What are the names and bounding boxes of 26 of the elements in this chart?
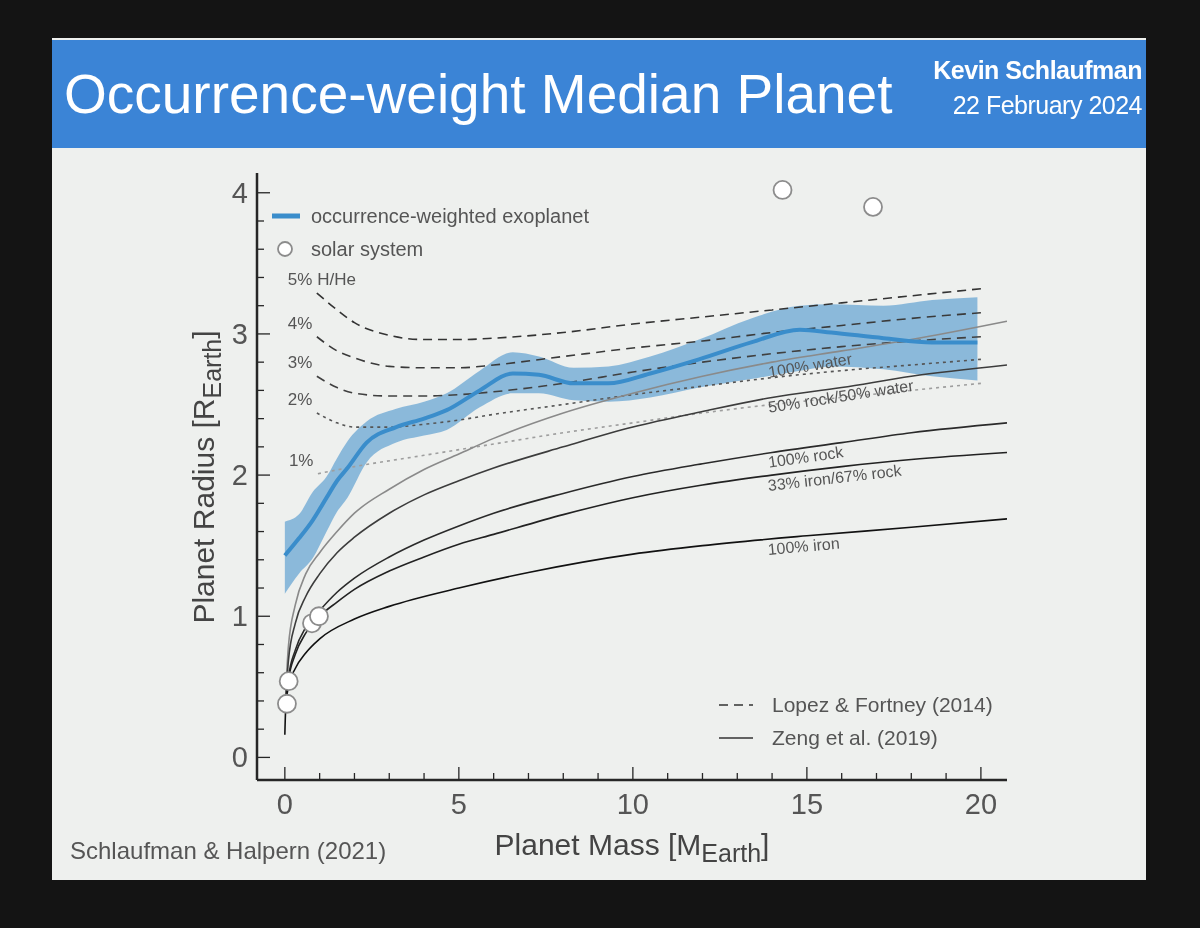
series-label: 2% <box>287 389 313 410</box>
y-tick-label: 0 <box>231 741 248 774</box>
series-label: 5% H/He <box>287 269 356 290</box>
legend-label: solar system <box>311 237 424 260</box>
x-tick-label: 5 <box>450 788 467 820</box>
series-label: 4% <box>287 313 313 334</box>
x-tick-label: 0 <box>276 788 293 820</box>
series-label: 3% <box>287 353 313 374</box>
y-tick-label: 2 <box>231 459 248 492</box>
text: 100% iron <box>767 534 841 558</box>
x-axis-title: Planet Mass [M$_{Earth}$] <box>494 828 770 868</box>
x-tick-label: 15 <box>790 788 824 820</box>
text: Kevin Schlaufman <box>933 55 1142 85</box>
y-tick-label: 1 <box>231 600 248 633</box>
y-tick-label: 3 <box>231 317 248 350</box>
series-label: 1% <box>288 450 314 471</box>
x-tick-label: 20 <box>964 788 998 820</box>
chart-title: Occurrence-weight Median Planet <box>64 62 893 127</box>
text: 22 February 2024 <box>952 90 1142 120</box>
x-tick-label: 10 <box>616 788 649 820</box>
text: Schlaufman & Halpern (2021) <box>70 836 387 866</box>
y-tick-label: 4 <box>231 176 248 209</box>
text: 100% rock <box>767 443 845 472</box>
legend-label: occurrence-weighted exoplanet <box>311 204 589 227</box>
annotation: Lopez & Fortney (2014) <box>772 693 993 717</box>
annotation: Zeng et al. (2019) <box>772 726 938 750</box>
